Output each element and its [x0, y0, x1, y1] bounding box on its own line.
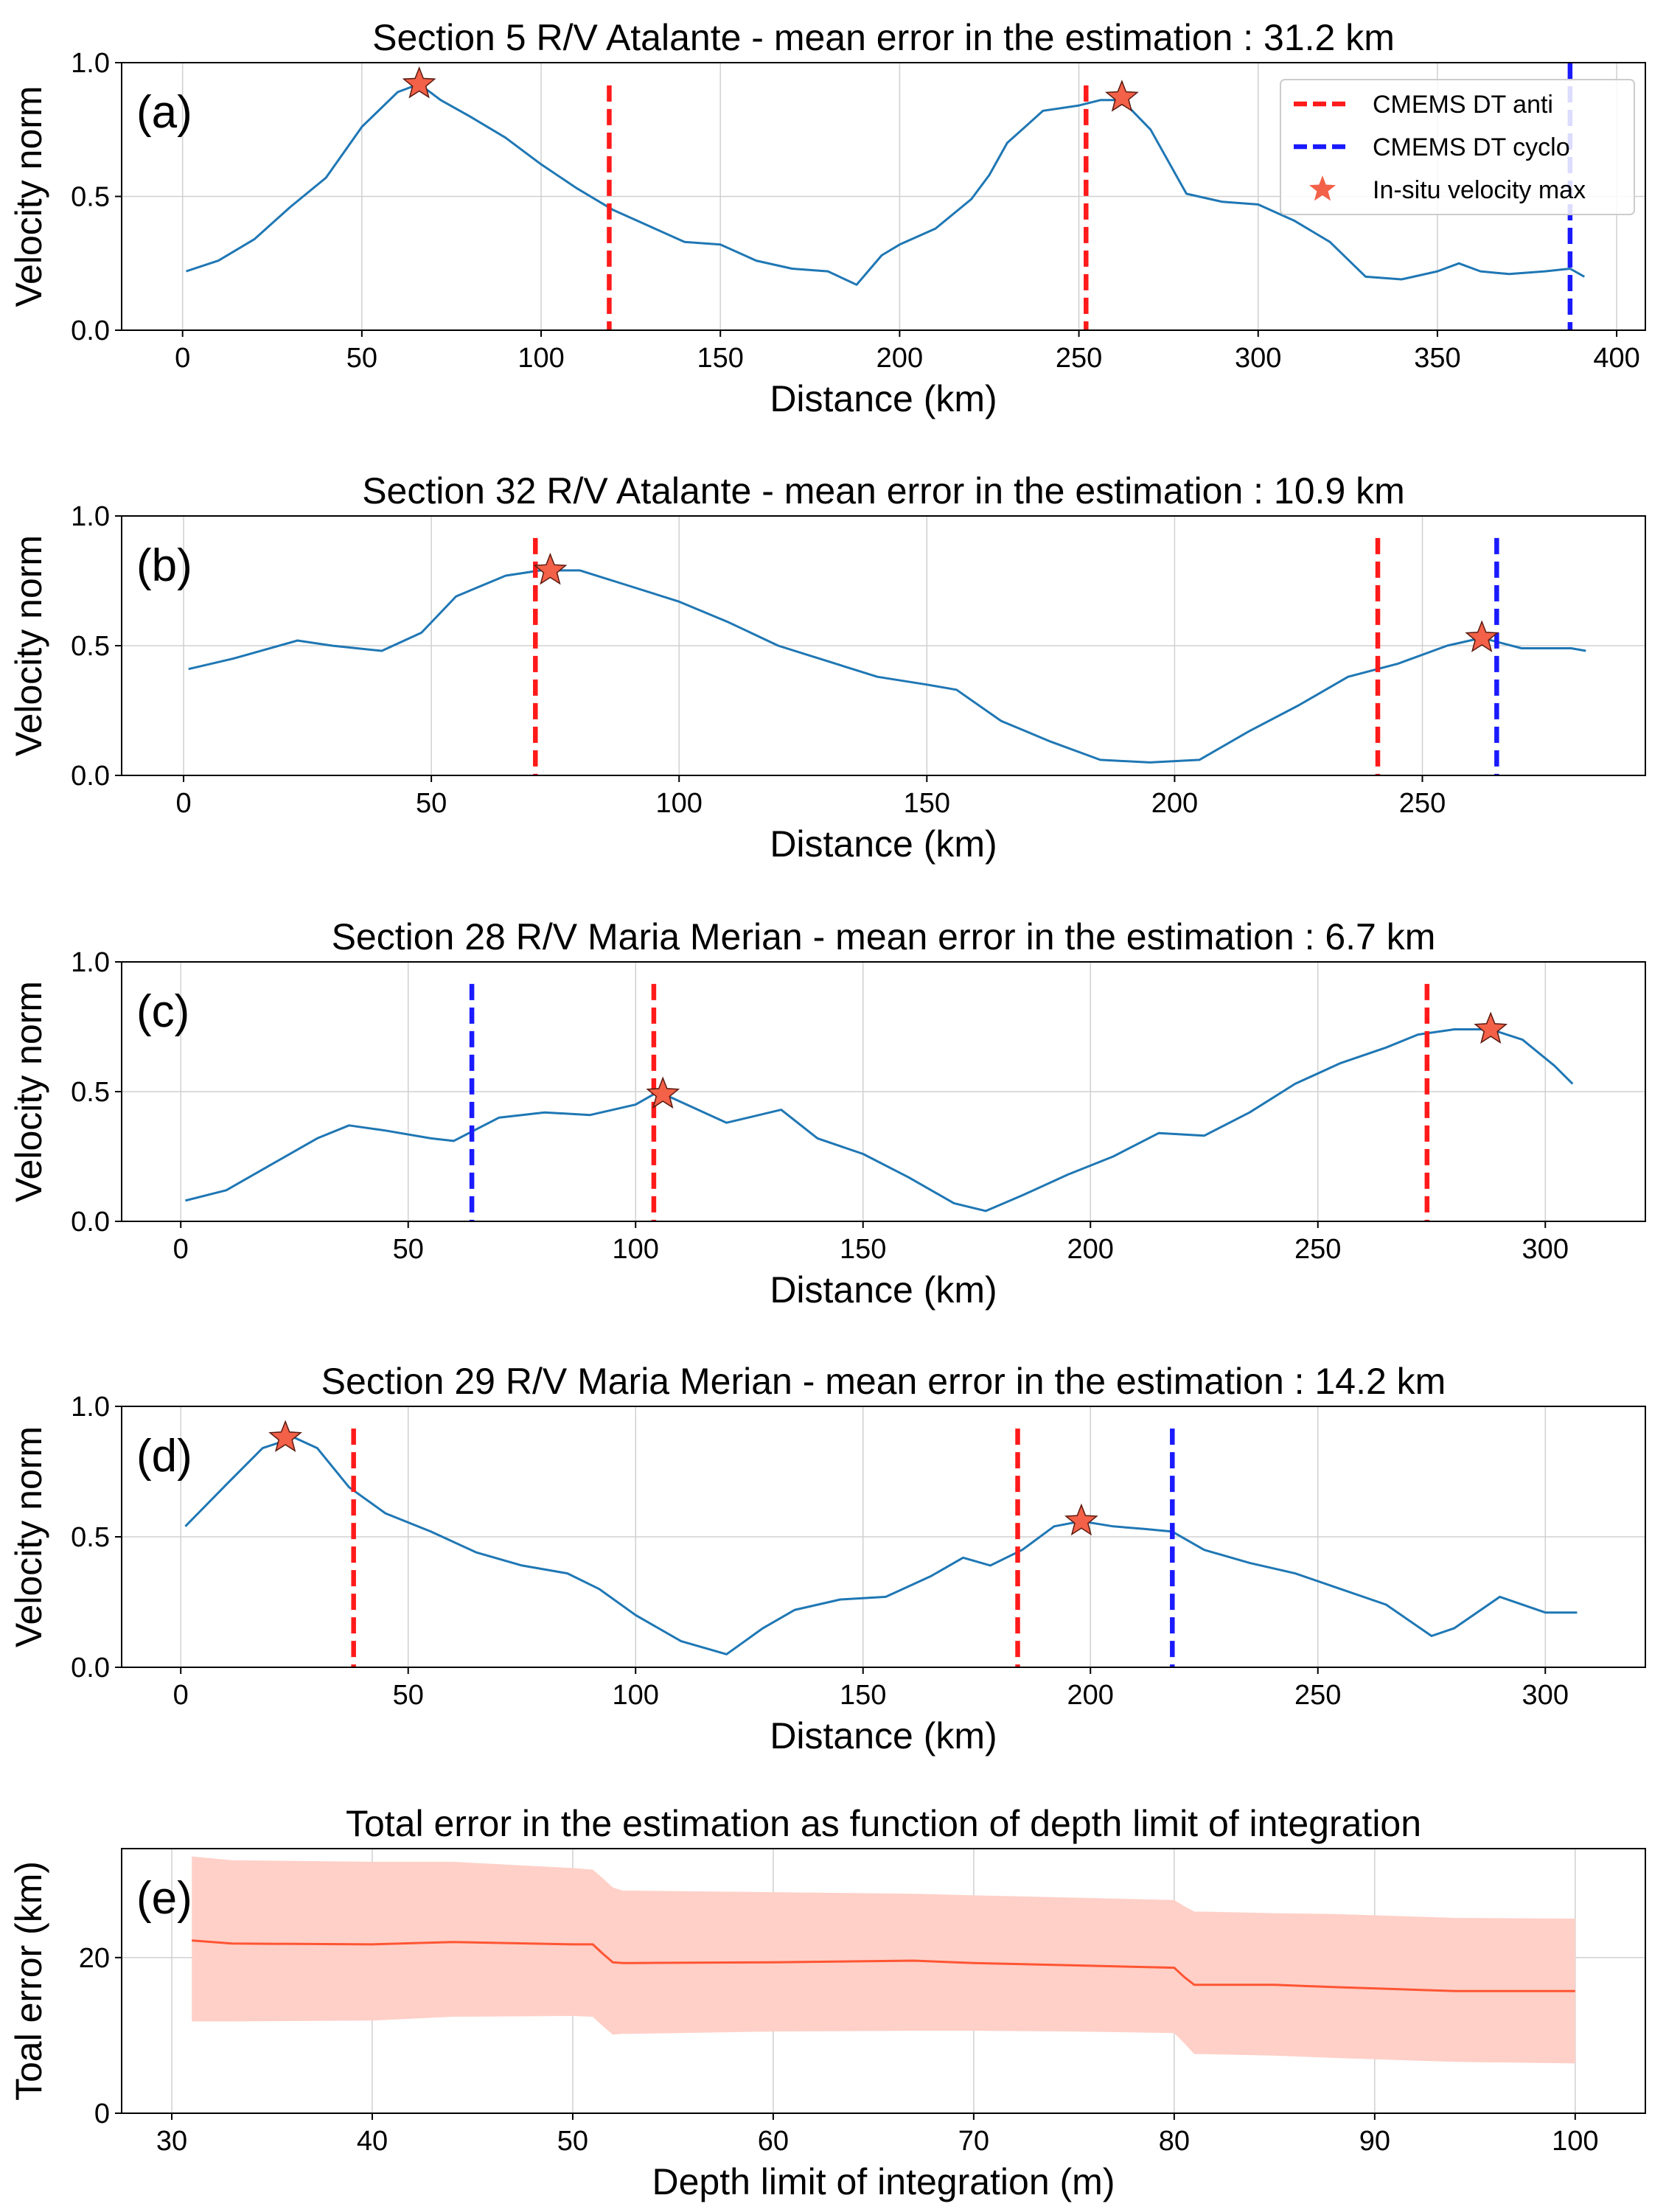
velocity-max-star [1064, 1503, 1098, 1536]
x-tick-label: 0 [175, 788, 191, 819]
x-tick-label: 250 [1056, 343, 1102, 374]
x-axis-label: Distance (km) [770, 823, 997, 865]
panel-e: 30 40 50 60 70 80 90 100 0 20 Total error in the e… [8, 1803, 1646, 2202]
velocity-max-star [1474, 1011, 1508, 1044]
velocity-max-star [533, 552, 568, 585]
legend-entry-label: CMEMS DT cyclo [1373, 133, 1570, 161]
x-tick-label: 0 [175, 343, 190, 374]
y-tick-label: 1.0 [71, 501, 110, 532]
chart-title: Section 5 R/V Atalante - mean error in t… [372, 17, 1395, 58]
y-tick-label: 1.0 [71, 1392, 110, 1423]
panel-label: (d) [136, 1431, 192, 1482]
x-axis-label: Distance (km) [770, 378, 997, 419]
panel-label: (c) [136, 986, 189, 1037]
x-tick-label: 200 [1067, 1680, 1114, 1711]
x-tick-label: 100 [1552, 2126, 1598, 2157]
x-tick-label: 50 [346, 343, 377, 374]
chart-title: Section 28 R/V Maria Merian - mean error… [332, 916, 1436, 957]
x-tick-label: 150 [840, 1234, 886, 1265]
x-tick-label: 50 [393, 1234, 424, 1265]
y-tick-label: 0.5 [71, 1522, 110, 1553]
x-tick-label: 70 [958, 2126, 989, 2157]
x-tick-label: 350 [1414, 343, 1460, 374]
y-tick-label: 0.5 [71, 182, 110, 213]
x-tick-label: 50 [393, 1680, 424, 1711]
y-axis-label: Velocity norm [8, 86, 49, 307]
velocity-max-star [268, 1420, 302, 1452]
x-tick-label: 250 [1399, 788, 1446, 819]
x-tick-label: 200 [876, 343, 923, 374]
x-tick-label: 50 [557, 2126, 588, 2157]
panel-c: 0 50 100 150 200 250 300 0.0 0.5 1.0 Section 28 R/… [8, 916, 1646, 1311]
panel-b: 0 50 100 150 200 250 0.0 0.5 1.0 Section 32 R/V A… [8, 470, 1646, 865]
y-tick-label: 20 [79, 1943, 110, 1974]
velocity-line [188, 569, 1586, 764]
legend-star-icon [1308, 175, 1336, 201]
x-tick-label: 300 [1522, 1234, 1569, 1265]
x-tick-label: 80 [1159, 2126, 1190, 2157]
y-tick-label: 1.0 [71, 48, 110, 79]
x-tick-label: 50 [416, 788, 447, 819]
y-axis-label: Velocity norm [8, 535, 49, 756]
x-tick-label: 60 [758, 2126, 789, 2157]
y-axis-label: Velocity norm [8, 1426, 49, 1647]
panel-d: 0 50 100 150 200 250 300 0.0 0.5 1.0 Section 29 R/… [8, 1361, 1646, 1756]
velocity-max-star [402, 66, 436, 99]
chart-title: Section 32 R/V Atalante - mean error in … [362, 470, 1405, 512]
chart-title: Total error in the estimation as functio… [346, 1803, 1421, 1844]
x-tick-label: 300 [1522, 1680, 1569, 1711]
legend-box [1280, 79, 1635, 215]
x-tick-label: 100 [613, 1234, 659, 1265]
y-tick-label: 0.0 [71, 761, 110, 792]
x-axis-label: Depth limit of integration (m) [652, 2161, 1115, 2202]
y-axis-label: Velocity norm [8, 981, 49, 1202]
panel-label: (a) [136, 87, 192, 138]
x-tick-label: 400 [1593, 343, 1639, 374]
x-tick-label: 100 [656, 788, 703, 819]
x-tick-label: 150 [840, 1680, 886, 1711]
x-tick-label: 30 [156, 2126, 187, 2157]
x-tick-label: 40 [357, 2126, 388, 2157]
velocity-max-star [646, 1076, 680, 1109]
plot-frame [121, 1848, 1646, 2114]
x-tick-label: 150 [904, 788, 950, 819]
velocity-line [184, 1437, 1578, 1655]
x-tick-label: 200 [1151, 788, 1198, 819]
y-tick-label: 1.0 [71, 947, 110, 978]
x-tick-label: 100 [613, 1680, 659, 1711]
x-tick-label: 0 [173, 1234, 189, 1265]
error-line [192, 1939, 1575, 1992]
y-tick-label: 0 [94, 2098, 110, 2129]
x-tick-label: 250 [1294, 1234, 1341, 1265]
velocity-max-star [1105, 80, 1139, 112]
y-tick-label: 0.5 [71, 1077, 110, 1108]
chart-title: Section 29 R/V Maria Merian - mean error… [321, 1361, 1446, 1402]
velocity-line [186, 83, 1586, 286]
x-tick-label: 250 [1294, 1680, 1341, 1711]
x-tick-label: 300 [1235, 343, 1281, 374]
legend-entry-label: CMEMS DT anti [1373, 91, 1553, 119]
x-axis-label: Distance (km) [770, 1715, 997, 1756]
y-tick-label: 0.5 [71, 631, 110, 662]
panel-a: 0 50 100 150 200 250 300 350 400 0.0 0.5 1.0 Section… [8, 17, 1646, 419]
y-tick-label: 0.0 [71, 315, 110, 346]
legend: CMEMS DT anti CMEMS DT cyclo In-situ veloc… [1280, 79, 1635, 215]
x-axis-label: Distance (km) [770, 1269, 997, 1311]
x-tick-label: 200 [1067, 1234, 1114, 1265]
x-tick-label: 0 [173, 1680, 189, 1711]
y-tick-label: 0.0 [71, 1207, 110, 1238]
x-tick-label: 90 [1359, 2126, 1390, 2157]
x-tick-label: 100 [517, 343, 564, 374]
panel-label: (b) [136, 540, 192, 591]
x-tick-label: 150 [697, 343, 744, 374]
velocity-line [185, 1028, 1574, 1213]
y-tick-label: 0.0 [71, 1653, 110, 1684]
y-axis-label: Toal error (km) [8, 1861, 49, 2101]
velocity-max-star [1465, 620, 1499, 652]
legend-entry-label: In-situ velocity max [1373, 176, 1586, 204]
panel-label: (e) [136, 1873, 192, 1924]
